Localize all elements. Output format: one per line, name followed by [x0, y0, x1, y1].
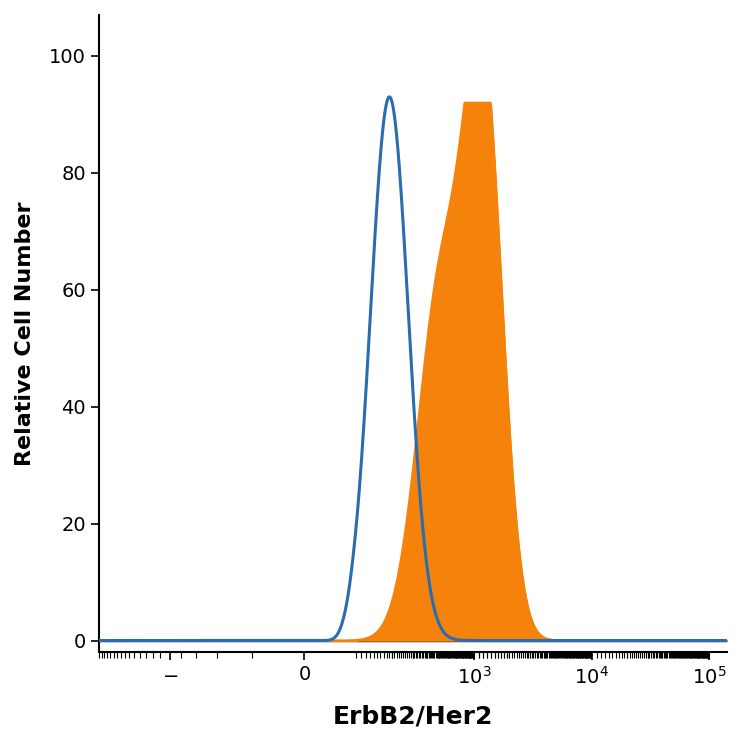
- X-axis label: ErbB2/Her2: ErbB2/Her2: [333, 704, 493, 728]
- Y-axis label: Relative Cell Number: Relative Cell Number: [15, 201, 35, 466]
